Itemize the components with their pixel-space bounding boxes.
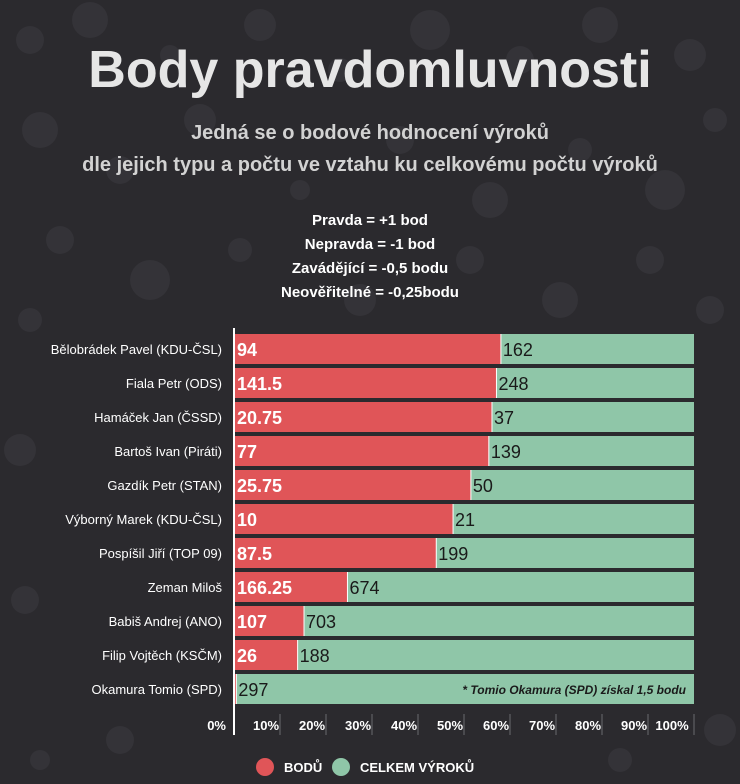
x-tick-5: 50%: [437, 718, 463, 733]
points-label-6: 87.5: [237, 544, 272, 564]
points-label-5: 10: [237, 510, 257, 530]
total-label-9: 188: [300, 646, 330, 666]
chart-title: Body pravdomluvnosti: [88, 41, 652, 99]
legend-total-swatch: [332, 758, 350, 776]
x-tick-9: 90%: [621, 718, 647, 733]
total-label-1: 248: [498, 374, 528, 394]
category-label-6: Pospíšil Jiří (TOP 09): [99, 546, 222, 561]
category-label-8: Babiš Andrej (ANO): [109, 614, 222, 629]
total-bar-10: [234, 674, 694, 704]
total-bar-8: [234, 606, 694, 636]
category-label-3: Bartoš Ivan (Piráti): [114, 444, 222, 459]
legend-points-swatch: [256, 758, 274, 776]
points-bar-1: [234, 368, 497, 398]
points-label-8: 107: [237, 612, 267, 632]
points-label-4: 25.75: [237, 476, 282, 496]
x-tick-1: 10%: [253, 718, 279, 733]
category-label-1: Fiala Petr (ODS): [126, 376, 222, 391]
points-label-1: 141.5: [237, 374, 282, 394]
total-label-8: 703: [306, 612, 336, 632]
points-label-9: 26: [237, 646, 257, 666]
x-tick-8: 80%: [575, 718, 601, 733]
points-bar-9: [234, 640, 298, 670]
category-label-7: Zeman Miloš: [148, 580, 223, 595]
points-label-2: 20.75: [237, 408, 282, 428]
category-label-2: Hamáček Jan (ČSSD): [94, 410, 222, 425]
points-bar-5: [234, 504, 454, 534]
category-label-10: Okamura Tomio (SPD): [91, 682, 222, 697]
chart-subtitle-line-1: Jedná se o bodové hodnocení výroků: [191, 122, 549, 144]
x-tick-3: 30%: [345, 718, 371, 733]
legend-points-label: BODŮ: [284, 760, 323, 775]
scoring-rule-unverifiable: Neověřitelné = -0,25bodu: [281, 284, 459, 301]
points-label-3: 77: [237, 442, 257, 462]
chart-subtitle-line-2: dle jejich typu a počtu ve vztahu ku cel…: [82, 154, 658, 176]
points-label-7: 166.25: [237, 578, 292, 598]
total-label-3: 139: [491, 442, 521, 462]
total-label-4: 50: [473, 476, 493, 496]
category-label-9: Filip Vojtěch (KSČM): [102, 648, 222, 663]
points-bar-7: [234, 572, 348, 602]
total-label-0: 162: [503, 340, 533, 360]
x-tick-2: 20%: [299, 718, 325, 733]
x-tick-10: 100%: [655, 718, 689, 733]
legend-total-label: CELKEM VÝROKŮ: [360, 760, 475, 775]
total-label-2: 37: [494, 408, 514, 428]
category-label-0: Bělobrádek Pavel (KDU-ČSL): [51, 342, 222, 357]
bar-chart: Bělobrádek Pavel (KDU-ČSL) 94 162 Fiala Pet…: [51, 328, 695, 735]
total-label-5: 21: [455, 510, 475, 530]
scoring-rule-true: Pravda = +1 bod: [312, 212, 428, 229]
total-label-6: 199: [438, 544, 468, 564]
x-tick-6: 60%: [483, 718, 509, 733]
points-bar-10: [234, 674, 237, 704]
points-bar-4: [234, 470, 471, 500]
points-bar-8: [234, 606, 305, 636]
points-bar-3: [234, 436, 489, 466]
scoring-rule-misleading: Zavádějící = -0,5 bodu: [291, 260, 449, 277]
total-label-10: 297: [238, 680, 268, 700]
x-tick-7: 70%: [529, 718, 555, 733]
x-tick-4: 40%: [391, 718, 417, 733]
total-label-7: 674: [349, 578, 379, 598]
points-label-0: 94: [237, 340, 257, 360]
total-bar-9: [234, 640, 694, 670]
category-label-4: Gazdík Petr (STAN): [107, 478, 222, 493]
points-bar-0: [234, 334, 501, 364]
category-label-5: Výborný Marek (KDU-ČSL): [65, 512, 222, 527]
scoring-rule-false: Nepravda = -1 bod: [304, 236, 436, 253]
okamura-annotation: * Tomio Okamura (SPD) získal 1,5 bodu: [462, 683, 686, 697]
points-bar-6: [234, 538, 437, 568]
x-tick-0: 0%: [207, 718, 226, 733]
points-bar-2: [234, 402, 492, 432]
